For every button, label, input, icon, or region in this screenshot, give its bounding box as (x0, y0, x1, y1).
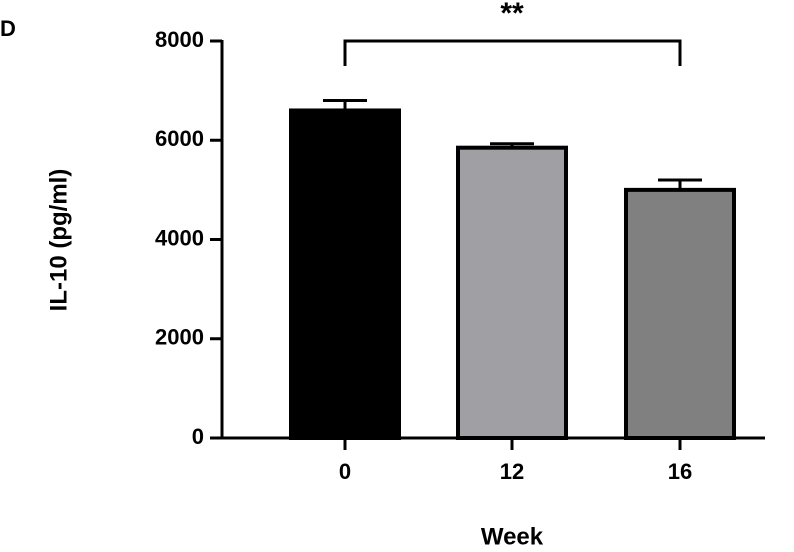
y-tick-label: 2000 (155, 325, 204, 350)
bar (289, 108, 401, 440)
x-tick-label: 12 (500, 459, 524, 484)
y-axis-label: IL-10 (pg/ml) (45, 169, 72, 312)
bar (456, 145, 568, 440)
x-axis-label: Week (481, 523, 544, 550)
panel-label: D (0, 16, 16, 41)
y-tick-label: 6000 (155, 126, 204, 151)
y-tick-label: 4000 (155, 225, 204, 250)
significance: ** (500, 0, 524, 30)
x-tick-label: 0 (339, 459, 351, 484)
significance-bracket (343, 39, 682, 66)
x-tick-label: 16 (668, 459, 692, 484)
bar (624, 187, 736, 440)
y-tick-label: 8000 (155, 27, 204, 52)
y-tick-label: 0 (192, 424, 204, 449)
